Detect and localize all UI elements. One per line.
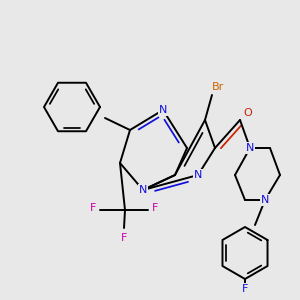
Text: O: O [244, 108, 252, 118]
Text: N: N [246, 143, 254, 153]
Text: N: N [261, 195, 269, 205]
Text: F: F [242, 284, 248, 294]
Text: F: F [90, 203, 96, 213]
Text: F: F [121, 233, 127, 243]
Text: N: N [194, 170, 202, 180]
Text: N: N [159, 105, 167, 115]
Text: F: F [152, 203, 158, 213]
Text: N: N [139, 185, 147, 195]
Text: Br: Br [212, 82, 224, 92]
